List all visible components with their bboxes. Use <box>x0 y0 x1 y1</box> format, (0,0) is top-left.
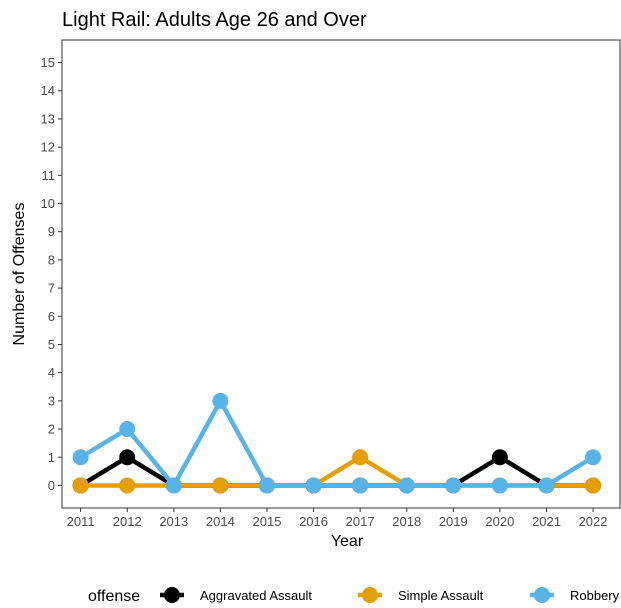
data-point <box>585 449 602 466</box>
x-tick-label: 2019 <box>439 514 468 529</box>
x-tick-label: 2017 <box>346 514 375 529</box>
legend-label: Robbery <box>570 588 620 603</box>
x-tick-label: 2015 <box>253 514 282 529</box>
data-point <box>445 477 462 494</box>
y-tick-label: 10 <box>41 196 55 211</box>
data-point <box>258 477 275 494</box>
y-tick-label: 12 <box>41 140 55 155</box>
data-point <box>352 477 369 494</box>
data-point <box>119 449 136 466</box>
legend-key-point <box>534 587 550 603</box>
data-point <box>72 449 89 466</box>
x-tick-label: 2013 <box>159 514 188 529</box>
data-point <box>352 449 369 466</box>
x-tick-label: 2018 <box>392 514 421 529</box>
data-point <box>305 477 322 494</box>
x-axis-title: Year <box>331 533 364 550</box>
y-tick-label: 0 <box>48 478 55 493</box>
y-tick-label: 5 <box>48 337 55 352</box>
data-point <box>491 449 508 466</box>
y-tick-label: 3 <box>48 393 55 408</box>
legend: offense Aggravated Assault Simple Assault R… <box>88 587 620 605</box>
legend-key-point <box>164 587 180 603</box>
y-tick-label: 14 <box>41 83 55 98</box>
x-tick-label: 2014 <box>206 514 235 529</box>
x-tick-label: 2011 <box>67 514 95 529</box>
y-tick-label: 6 <box>48 309 55 324</box>
legend-title: offense <box>88 588 140 605</box>
y-tick-label: 9 <box>48 224 55 239</box>
chart-title: Light Rail: Adults Age 26 and Over <box>62 9 367 31</box>
data-point <box>119 477 136 494</box>
y-tick-label: 1 <box>48 450 55 465</box>
y-tick-label: 11 <box>42 168 56 183</box>
data-point <box>585 477 602 494</box>
x-tick-label: 2016 <box>299 514 328 529</box>
data-point <box>119 421 136 438</box>
legend-label: Simple Assault <box>398 588 484 603</box>
legend-label: Aggravated Assault <box>200 588 312 603</box>
y-tick-label: 13 <box>41 111 55 126</box>
data-point <box>212 477 229 494</box>
data-point <box>72 477 89 494</box>
data-point <box>538 477 555 494</box>
data-point <box>398 477 415 494</box>
data-point <box>212 392 229 409</box>
series-line <box>80 455 594 488</box>
x-tick-label: 2020 <box>485 514 514 529</box>
y-tick-label: 7 <box>48 281 55 296</box>
panel-border <box>61 39 621 509</box>
y-tick-label: 2 <box>48 422 55 437</box>
y-tick-label: 15 <box>41 55 55 70</box>
y-tick-label: 8 <box>48 252 55 267</box>
legend-key-point <box>362 587 378 603</box>
y-axis-title: Number of Offenses <box>11 203 28 346</box>
y-tick-label: 4 <box>48 365 55 380</box>
x-tick-label: 2021 <box>532 514 561 529</box>
x-tick-label: 2022 <box>579 514 608 529</box>
data-point <box>165 477 182 494</box>
data-point <box>491 477 508 494</box>
x-tick-label: 2012 <box>113 514 142 529</box>
